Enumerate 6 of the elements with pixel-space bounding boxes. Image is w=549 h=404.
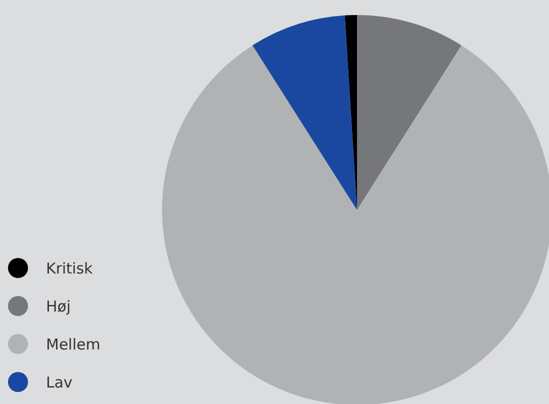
legend-label: Høj [46,297,71,316]
legend-label: Kritisk [46,259,94,278]
legend-label: Lav [46,373,73,392]
legend-label: Mellem [46,335,100,354]
pie-slice [357,15,462,210]
pie-slice [252,15,357,210]
